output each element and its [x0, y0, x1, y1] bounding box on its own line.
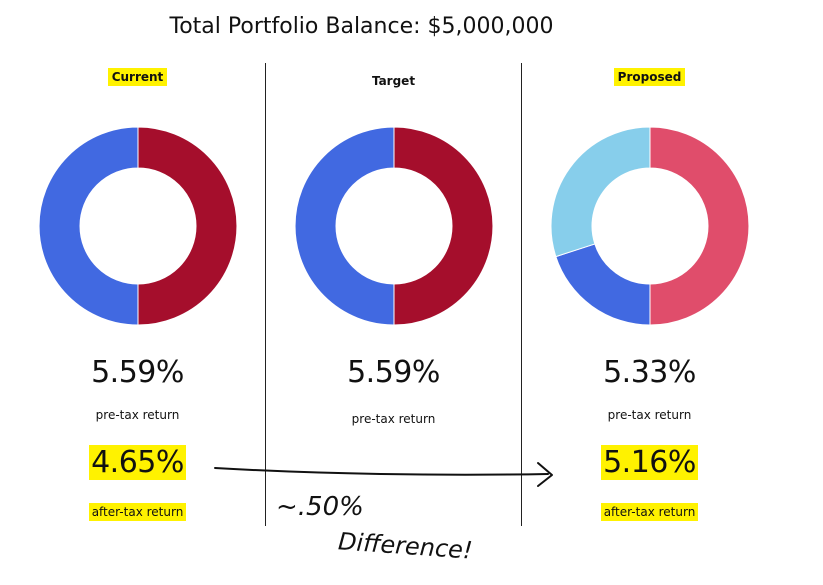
- donut-slice-current-1: [38, 126, 139, 326]
- panel-target-title: Target: [371, 74, 416, 88]
- panel-target: Target 5.59% pre-tax return: [266, 60, 521, 530]
- panel-target-label: Target: [266, 74, 521, 88]
- pretax-return-current: 5.59%: [91, 355, 184, 390]
- aftertax-return-current-wrap: 4.65%: [10, 445, 265, 480]
- donut-slice-current-0: [137, 126, 238, 326]
- donut-slice-target-1: [294, 126, 395, 326]
- aftertax-label-proposed-wrap: after-tax return: [522, 503, 777, 521]
- aftertax-label-current: after-tax return: [88, 503, 187, 521]
- donut-chart-target: [294, 126, 494, 326]
- panel-current-title: Current: [107, 68, 168, 86]
- aftertax-return-current: 4.65%: [89, 445, 186, 480]
- donut-chart-proposed: [550, 126, 750, 326]
- donut-slice-proposed-2: [550, 126, 651, 258]
- pretax-label-proposed: pre-tax return: [607, 408, 692, 422]
- aftertax-label-proposed: after-tax return: [600, 503, 699, 521]
- arrow-head: [537, 462, 553, 487]
- column-divider-left: [265, 63, 266, 526]
- aftertax-return-proposed: 5.16%: [601, 445, 698, 480]
- panel-current-label: Current: [10, 68, 265, 86]
- panel-proposed-label: Proposed: [522, 68, 777, 86]
- page-title: Total Portfolio Balance: $5,000,000: [169, 14, 554, 39]
- panel-proposed: Proposed 5.33% pre-tax return 5.16% afte…: [522, 60, 777, 530]
- panel-current: Current 5.59% pre-tax return 4.65% after…: [10, 60, 265, 530]
- pretax-label-target: pre-tax return: [351, 412, 436, 426]
- column-divider-right: [521, 63, 522, 526]
- panel-proposed-title: Proposed: [613, 68, 686, 86]
- pretax-return-proposed: 5.33%: [603, 355, 696, 390]
- annotation-difference-value: ~.50%: [276, 492, 364, 522]
- pretax-label-current: pre-tax return: [95, 408, 180, 422]
- aftertax-return-proposed-wrap: 5.16%: [522, 445, 777, 480]
- donut-chart-current: [38, 126, 238, 326]
- donut-slice-target-0: [393, 126, 494, 326]
- aftertax-label-current-wrap: after-tax return: [10, 503, 265, 521]
- pretax-return-target: 5.59%: [347, 355, 440, 390]
- arrow-shaft: [214, 467, 549, 476]
- donut-slice-proposed-0: [649, 126, 750, 326]
